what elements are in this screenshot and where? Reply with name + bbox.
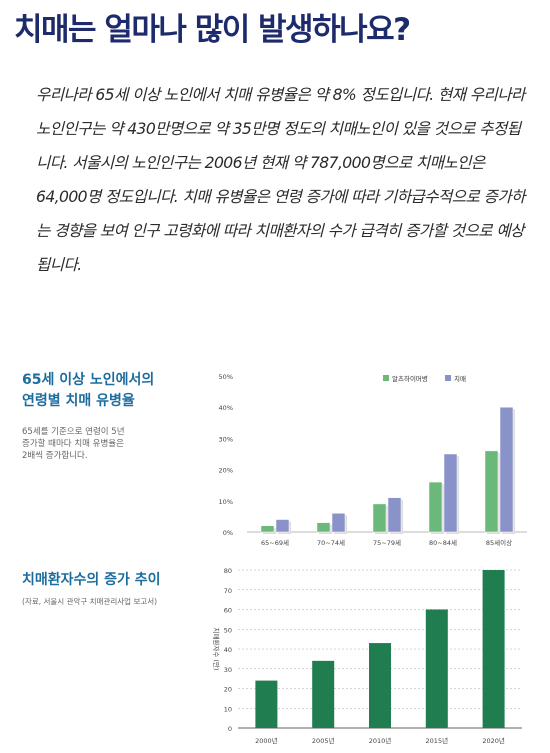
bar-patient-count [369, 643, 391, 728]
y-tick-label: 0% [223, 529, 233, 537]
section1-desc-line1: 65세를 기준으로 연령이 5년 [22, 427, 125, 437]
y-tick-label: 80 [224, 567, 232, 575]
y-tick-label: 50% [219, 373, 233, 381]
bar-alzheimer [428, 481, 443, 533]
y-tick-label: 20 [224, 686, 232, 694]
bar-dementia [387, 497, 402, 533]
x-tick-label: 2000년 [255, 736, 278, 745]
y-tick-label: 40 [224, 646, 232, 654]
x-tick-label: 85세이상 [486, 538, 512, 547]
y-tick-label: 50 [224, 626, 232, 634]
section1-title-line2: 연령별 치매 유병율 [22, 393, 135, 409]
intro-paragraph: 우리나라 65세 이상 노인에서 치매 유병율은 약 8% 정도입니다. 현재 … [36, 86, 525, 274]
y-axis-label: 치매환자수 (만) [212, 627, 221, 670]
x-tick-label: 2015년 [426, 736, 449, 745]
y-tick-label: 30% [219, 435, 233, 443]
section1-title: 65세 이상 노인에서의 연령별 치매 유병율 [22, 370, 154, 412]
bar-alzheimer [372, 503, 387, 533]
y-tick-label: 10 [224, 705, 232, 713]
page-title: 치매는 얼마나 많이 발생하나요? [14, 12, 411, 48]
x-tick-label: 75~79세 [373, 538, 401, 547]
section2-title: 치매환자수의 증가 추이 [22, 572, 161, 588]
x-tick-label: 2005년 [312, 736, 335, 745]
bar-dementia [499, 406, 514, 533]
x-tick-label: 65~69세 [261, 538, 289, 547]
x-tick-label: 80~84세 [429, 538, 457, 547]
section1-desc-line3: 2배씩 증가합니다. [22, 451, 88, 461]
bar-dementia [443, 453, 458, 533]
bar-alzheimer [260, 525, 275, 533]
y-tick-label: 20% [219, 467, 233, 475]
prevalence-by-age-chart: 0% 10% 20% 30% 40% 50% 65~69세 70~74세 75~79세 80~84… [219, 373, 527, 547]
patient-count-trend-chart: 0 10 20 30 40 50 60 70 80 치매환자수 (만) 2000년 2005년 2010… [212, 567, 522, 745]
legend-label: 치매 [454, 374, 466, 383]
legend-swatch [445, 375, 451, 381]
section1-desc-line2: 증가할 때마다 치매 유병율은 [22, 439, 124, 449]
bar-patient-count [482, 570, 505, 728]
bar-patient-count [312, 660, 335, 728]
bar-alzheimer [484, 450, 499, 533]
bar-patient-count [255, 680, 278, 728]
bar-patient-count [425, 609, 448, 728]
section1-desc: 65세를 기준으로 연령이 5년 증가할 때마다 치매 유병율은 2배씩 증가합… [22, 426, 125, 462]
y-tick-label: 60 [224, 607, 232, 615]
y-tick-label: 10% [219, 498, 233, 506]
bar-dementia [275, 519, 290, 533]
x-tick-label: 2020년 [482, 736, 505, 745]
y-tick-label: 40% [219, 404, 233, 412]
y-tick-label: 70 [224, 587, 232, 595]
legend-swatch [383, 375, 389, 381]
section2-source: (자료, 서울시 관악구 치매관리사업 보고서) [22, 597, 158, 606]
bar-dementia [331, 513, 346, 533]
y-tick-label: 0 [228, 725, 232, 733]
legend-label: 알츠하이머병 [392, 374, 428, 383]
section1-title-line1: 65세 이상 노인에서의 [22, 372, 155, 388]
y-tick-label: 30 [224, 666, 232, 674]
bar-alzheimer [316, 522, 331, 533]
x-tick-label: 70~74세 [317, 538, 345, 547]
x-tick-label: 2010년 [369, 736, 392, 745]
